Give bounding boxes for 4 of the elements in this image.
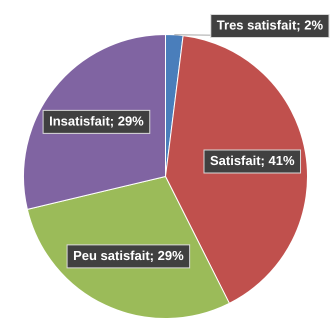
slice-label: Tres satisfait; 2% [216, 18, 324, 33]
slice-label: Peu satisfait; 29% [73, 248, 184, 263]
slice-label: Insatisfait; 29% [49, 113, 144, 128]
slice-label: Satisfait; 41% [210, 153, 295, 168]
